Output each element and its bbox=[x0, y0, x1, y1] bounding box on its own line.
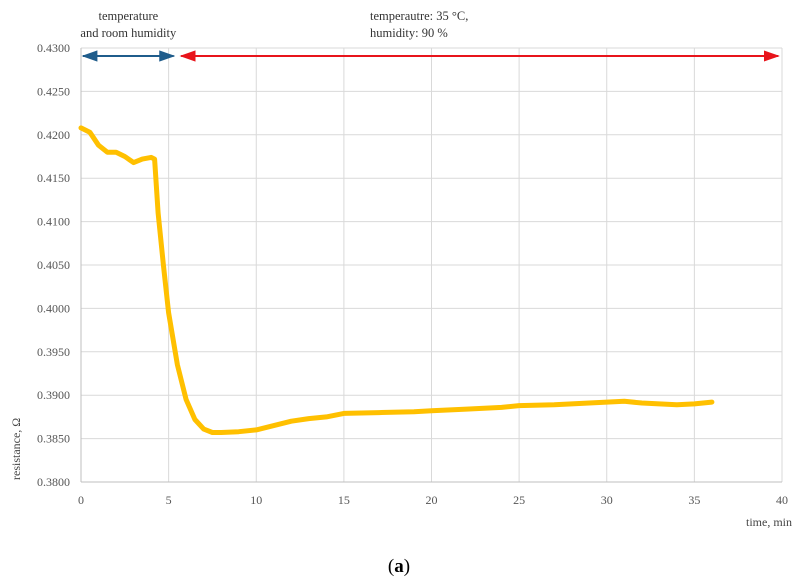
data-point bbox=[88, 130, 92, 134]
data-point bbox=[605, 400, 609, 404]
data-point bbox=[184, 397, 188, 402]
data-point bbox=[675, 403, 679, 407]
data-point bbox=[692, 402, 696, 406]
data-point bbox=[412, 410, 416, 414]
y-tick-label: 0.4150 bbox=[37, 171, 70, 185]
data-point bbox=[289, 419, 293, 423]
caption-open: ( bbox=[387, 556, 395, 577]
data-point bbox=[464, 407, 469, 411]
x-tick-label: 0 bbox=[78, 493, 84, 507]
x-tick-label: 25 bbox=[513, 493, 525, 507]
data-point bbox=[237, 430, 241, 434]
x-tick-label: 30 bbox=[601, 493, 613, 507]
data-point bbox=[324, 415, 328, 419]
y-tick-label: 0.4200 bbox=[37, 128, 70, 142]
data-point bbox=[114, 150, 118, 154]
data-point bbox=[254, 428, 258, 432]
data-point bbox=[640, 401, 644, 405]
data-point bbox=[429, 409, 434, 413]
y-tick-label: 0.3800 bbox=[37, 475, 70, 489]
y-tick-label: 0.4050 bbox=[37, 258, 70, 272]
y-tick-label: 0.3950 bbox=[37, 345, 70, 359]
series-layer bbox=[78, 125, 715, 435]
gridlines bbox=[80, 47, 783, 483]
data-point bbox=[79, 126, 83, 130]
annotation-label: temperautre: 35 °C, bbox=[370, 9, 468, 23]
data-point bbox=[500, 405, 504, 409]
y-tick-label: 0.4250 bbox=[37, 84, 70, 98]
annotation-label: temperature bbox=[98, 9, 158, 23]
data-point bbox=[123, 154, 127, 159]
caption-close: ) bbox=[403, 556, 411, 577]
x-axis-title: time, min bbox=[746, 515, 792, 529]
data-point bbox=[167, 311, 171, 315]
resistance-time-chart: 0.3800 0.3850 0.3900 0.3950 0.4000 0.4050 0.41… bbox=[9, 9, 792, 529]
annotation-label: and room humidity bbox=[80, 26, 177, 40]
y-tick-label: 0.4300 bbox=[37, 41, 70, 55]
data-point bbox=[96, 143, 101, 147]
annotations: temperature and room humidity temperautre:… bbox=[80, 9, 780, 62]
axes bbox=[80, 48, 782, 483]
data-point bbox=[156, 211, 160, 215]
data-point bbox=[552, 403, 556, 407]
tick-labels: 0.3800 0.3850 0.3900 0.3950 0.4000 0.4050 0.41… bbox=[37, 41, 788, 507]
data-point bbox=[342, 411, 346, 416]
data-point bbox=[149, 155, 153, 159]
data-point bbox=[517, 404, 521, 408]
data-point bbox=[202, 427, 206, 431]
resistance-series-line bbox=[78, 125, 715, 435]
y-tick-label: 0.3850 bbox=[37, 432, 70, 446]
data-point bbox=[153, 157, 157, 161]
data-point bbox=[219, 430, 223, 435]
y-axis-title: resistance, Ω bbox=[9, 418, 23, 480]
data-point bbox=[175, 363, 179, 367]
data-point bbox=[131, 160, 136, 165]
data-point bbox=[307, 417, 311, 421]
x-tick-label: 20 bbox=[426, 493, 438, 507]
data-point bbox=[710, 400, 714, 404]
y-tick-label: 0.3900 bbox=[37, 388, 70, 402]
x-tick-label: 10 bbox=[250, 493, 262, 507]
data-point bbox=[193, 417, 197, 422]
annotation-label: humidity: 90 % bbox=[370, 26, 448, 40]
x-tick-label: 15 bbox=[338, 493, 350, 507]
y-tick-label: 0.4100 bbox=[37, 215, 70, 229]
caption-letter: a bbox=[394, 556, 404, 577]
figure-caption: (a) bbox=[0, 556, 798, 578]
y-tick-label: 0.4000 bbox=[37, 301, 70, 315]
data-point bbox=[210, 430, 215, 435]
data-point bbox=[140, 157, 144, 161]
x-tick-label: 35 bbox=[688, 493, 700, 507]
data-point bbox=[272, 423, 276, 428]
x-tick-label: 40 bbox=[776, 493, 788, 507]
x-tick-label: 5 bbox=[166, 493, 172, 507]
data-point bbox=[377, 410, 381, 415]
data-point bbox=[657, 402, 661, 406]
data-point bbox=[105, 150, 109, 154]
data-point bbox=[587, 401, 591, 405]
data-point bbox=[161, 263, 165, 267]
data-point bbox=[622, 399, 626, 403]
